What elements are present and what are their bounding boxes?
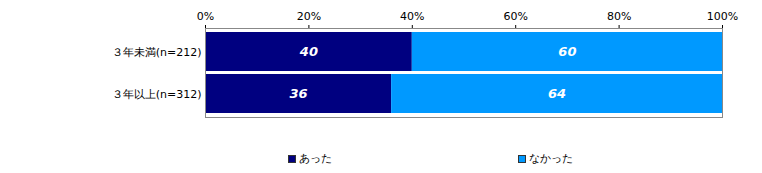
svg-text:36: 36 xyxy=(290,86,308,101)
svg-text:40%: 40% xyxy=(400,10,424,23)
svg-text:80%: 80% xyxy=(607,10,631,23)
svg-text:60: 60 xyxy=(558,44,576,59)
svg-text:60%: 60% xyxy=(503,10,527,23)
html-text:なかった: なかった xyxy=(529,152,573,165)
svg-text:40: 40 xyxy=(299,44,318,59)
svg-text:64: 64 xyxy=(548,86,566,101)
svg-text:３年以上(n=312): ３年以上(n=312) xyxy=(112,88,202,101)
svg-text:0%: 0% xyxy=(197,10,214,23)
html-text:あった: あった xyxy=(299,152,332,165)
svg-text:３年未満(n=212): ３年未満(n=212) xyxy=(112,46,202,59)
svg-text:100%: 100% xyxy=(707,10,738,23)
svg-text:20%: 20% xyxy=(297,10,321,23)
